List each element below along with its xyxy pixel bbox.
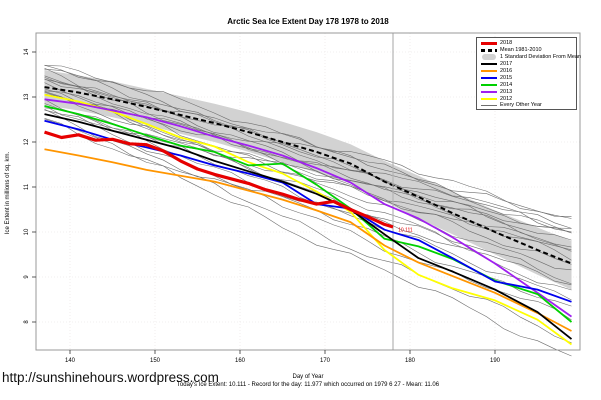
y-tick-label: 8 [24,320,30,324]
source-url: http://sunshinehours.wordpress.com [2,370,219,385]
legend-swatch [481,104,497,106]
legend-swatch [481,97,497,100]
gray-year-line [44,91,572,286]
y-tick-label: 9 [24,275,30,279]
legend-item-every-other-year: Every Other Year [481,102,576,109]
legend-item-2017: 2017 [481,61,576,68]
series-2017 [44,113,573,340]
x-axis-label: Day of Year [292,374,324,380]
chart-title: Arctic Sea Ice Extent Day 178 1978 to 20… [227,17,389,26]
gray-year-line [44,82,572,261]
x-tick-label: 180 [405,358,416,364]
legend-label: 2012 [500,95,513,102]
legend-item-2018: 2018 [481,40,576,47]
legend-item-2013: 2013 [481,88,576,95]
legend-item-2014: 2014 [481,81,576,88]
series-2013 [44,98,573,318]
plot-border [35,32,581,351]
x-tick-label: 170 [320,358,331,364]
legend-swatch [481,49,497,52]
y-tick-label: 13 [24,93,30,100]
y-tick-label: 11 [24,183,30,190]
y-tick-label: 10 [24,228,30,235]
gray-year-line [44,107,572,229]
gray-year-line [44,79,572,234]
gray-year-line [44,65,572,219]
gray-year-line [44,64,572,229]
legend-swatch [481,41,497,45]
gray-year-line [44,118,572,357]
series-2012 [44,93,573,346]
stats-caption: Today's Ice Extent: 10.111 - Record for … [176,382,440,388]
gray-year-line [44,68,572,217]
legend-swatch [481,70,497,72]
current-extent-annotation: 10.111 [398,227,413,233]
legend-label: 2013 [500,88,513,95]
legend-label: 2018 [500,40,513,47]
legend-swatch [481,63,497,66]
x-tick-label: 160 [235,358,246,364]
gray-year-line [44,109,572,321]
legend-swatch [481,83,497,86]
x-tick-label: 190 [490,358,501,364]
legend-label: 2016 [500,68,513,74]
legend-label: 2014 [500,81,513,88]
y-tick-label: 12 [24,138,30,145]
legend-label: 1 Standard Deviation From Mean [500,54,582,61]
legend-item-1-standard-deviation-from-mean: 1 Standard Deviation From Mean [481,54,581,61]
legend-item-2012: 2012 [481,95,576,102]
x-tick-label: 140 [65,358,76,364]
mean-line [44,86,572,265]
legend-item-2015: 2015 [481,74,576,81]
legend-label: 2017 [500,61,513,68]
legend-label: 2015 [500,74,513,81]
legend-label: Mean 1981-2010 [500,47,542,54]
gray-year-line [44,67,572,234]
gray-year-line [44,118,572,344]
chart-legend: 2018 Mean 1981-2010 1 Standard Deviation F… [476,37,581,110]
y-tick-label: 14 [24,48,30,55]
series-2016 [44,148,572,332]
legend-swatch [481,54,497,61]
legend-swatch [481,90,497,93]
legend-item-mean-1981-2010: Mean 1981-2010 [481,47,576,54]
gray-year-line [44,91,572,251]
legend-swatch [481,76,497,79]
series-2018 [44,130,394,229]
x-tick-label: 150 [150,358,161,364]
legend-item-2016: 2016 [481,68,576,75]
legend-label: Every Other Year [500,102,542,109]
